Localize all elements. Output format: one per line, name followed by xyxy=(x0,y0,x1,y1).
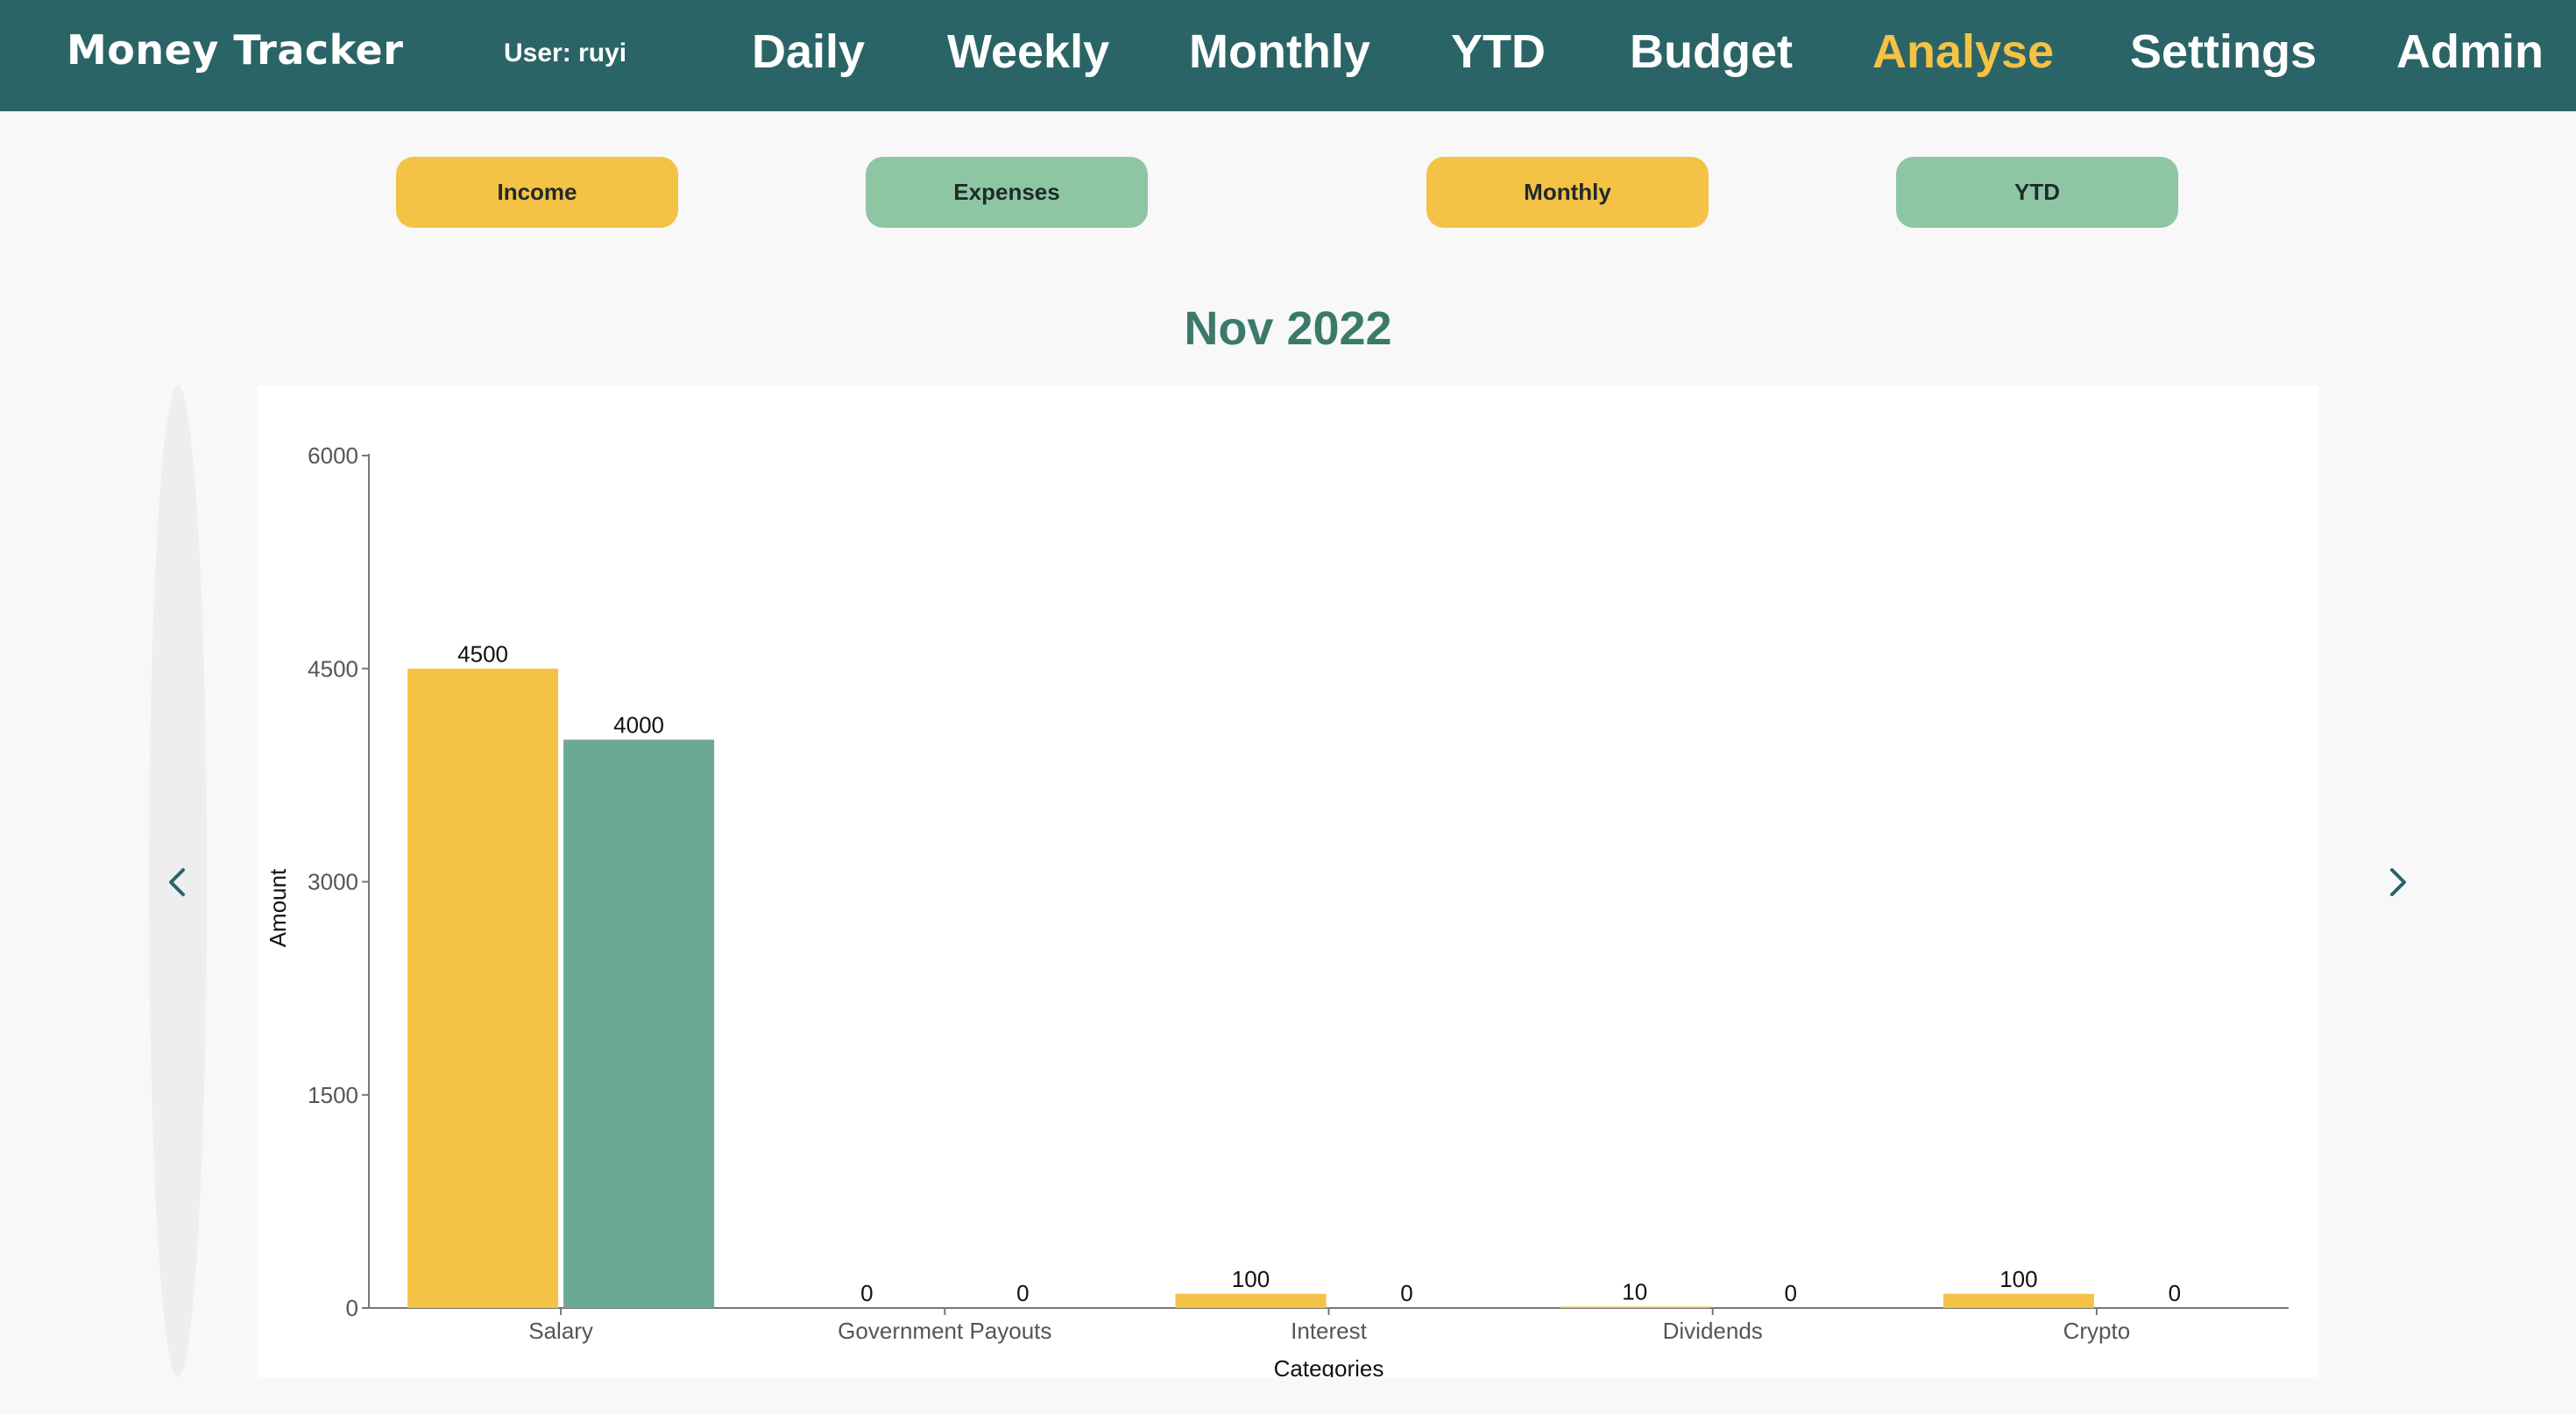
nav-monthly[interactable]: Monthly xyxy=(1189,25,1370,78)
bar-value-label: 0 xyxy=(860,1280,873,1306)
x-tick-label: Government Payouts xyxy=(838,1318,1051,1344)
previous-period-button[interactable] xyxy=(149,385,207,1377)
bar-value-label: 0 xyxy=(2169,1280,2181,1306)
bar-value-label: 4500 xyxy=(457,640,508,667)
ytd-toggle-button[interactable]: YTD xyxy=(1896,157,2178,228)
bar xyxy=(1175,1293,1327,1308)
x-axis-title: Categories xyxy=(1274,1355,1384,1377)
bar xyxy=(563,739,715,1308)
bar-chart: 0 1500 3000 4500 6000 Salary 4500 4000 Governmen… xyxy=(265,442,2289,1377)
x-tick-label: Salary xyxy=(528,1318,593,1344)
bar-value-label: 100 xyxy=(1232,1266,1270,1292)
x-tick-label: Dividends xyxy=(1663,1318,1763,1344)
y-tick-label: 0 xyxy=(346,1295,358,1321)
top-navigation-bar: Money Tracker User: ruyi Daily Weekly Mo… xyxy=(0,0,2576,111)
period-title: Nov 2022 xyxy=(1184,302,1392,355)
nav-settings[interactable]: Settings xyxy=(2130,25,2318,78)
app-brand: Money Tracker xyxy=(67,26,404,74)
bar xyxy=(1559,1306,1710,1308)
bar-value-label: 4000 xyxy=(613,711,664,738)
nav-admin[interactable]: Admin xyxy=(2396,25,2544,78)
monthly-toggle-button[interactable]: Monthly xyxy=(1426,157,1709,228)
nav-daily[interactable]: Daily xyxy=(752,25,866,78)
bar-value-label: 100 xyxy=(1999,1266,2037,1292)
chevron-right-icon[interactable] xyxy=(2380,865,2415,900)
x-tick-label: Interest xyxy=(1291,1318,1367,1344)
y-tick-label: 3000 xyxy=(308,869,358,895)
income-toggle-button[interactable]: Income xyxy=(396,157,678,228)
y-tick-label: 1500 xyxy=(308,1082,358,1108)
nav-weekly[interactable]: Weekly xyxy=(947,25,1110,78)
x-tick-label: Crypto xyxy=(2063,1318,2131,1344)
nav-analyse[interactable]: Analyse xyxy=(1872,25,2055,78)
y-tick-label: 6000 xyxy=(308,442,358,469)
bar-value-label: 0 xyxy=(1016,1280,1029,1306)
bar-value-label: 0 xyxy=(1784,1280,1796,1306)
chart-panel: 0 1500 3000 4500 6000 Salary 4500 4000 Governmen… xyxy=(258,385,2318,1377)
chevron-left-icon[interactable] xyxy=(160,865,195,900)
y-tick-label: 4500 xyxy=(308,655,358,682)
nav-ytd[interactable]: YTD xyxy=(1451,25,1546,78)
bar-value-label: 0 xyxy=(1400,1280,1412,1306)
expenses-toggle-button[interactable]: Expenses xyxy=(866,157,1148,228)
nav-budget[interactable]: Budget xyxy=(1630,25,1793,78)
y-axis-title: Amount xyxy=(265,868,291,947)
bar-value-label: 10 xyxy=(1622,1278,1647,1304)
bar xyxy=(407,668,559,1308)
bar xyxy=(1943,1293,2094,1308)
current-user: User: ruyi xyxy=(504,39,627,67)
